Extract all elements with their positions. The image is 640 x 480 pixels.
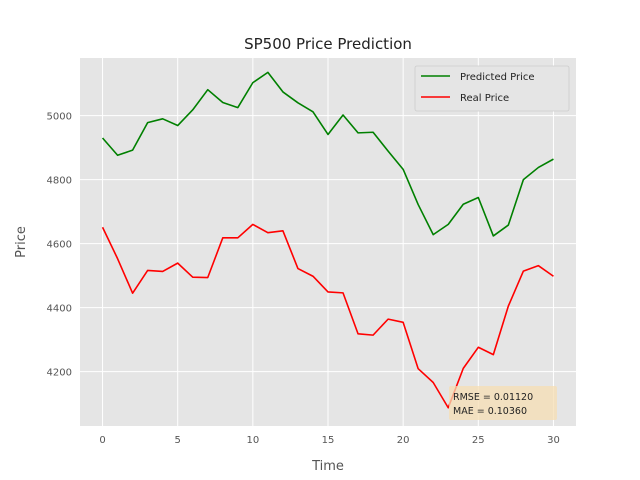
- y-tick-label: 4600: [47, 240, 72, 251]
- series-layer: [101, 71, 554, 409]
- y-tick-label: 5000: [47, 112, 72, 123]
- x-tick-label: 30: [547, 435, 560, 446]
- legend-label-real: Real Price: [460, 93, 509, 104]
- series-line-predicted: [101, 71, 554, 237]
- x-tick-label: 10: [246, 435, 259, 446]
- legend-box: [414, 65, 570, 112]
- chart-title: SP500 Price Prediction: [244, 35, 412, 53]
- y-tick-label: 4200: [47, 368, 72, 379]
- y-tick-label: 4800: [47, 176, 72, 187]
- x-tick-label: 15: [322, 435, 335, 446]
- x-tick-label: 0: [99, 435, 105, 446]
- metrics-annotation-box: [449, 386, 557, 420]
- series-line-real: [101, 223, 554, 409]
- ticks: 0 5 10 15 20 25 30 4200 4400 4600 4800 5000: [47, 112, 560, 446]
- x-axis-label: Time: [311, 459, 344, 474]
- y-axis-label: Price: [14, 226, 29, 258]
- metrics-annotation: RMSE = 0.01120 MAE = 0.10360: [449, 386, 557, 420]
- mae-text: MAE = 0.10360: [453, 406, 527, 417]
- legend: Predicted Price Real Price: [414, 65, 570, 112]
- x-tick-label: 20: [397, 435, 410, 446]
- y-tick-label: 4400: [47, 304, 72, 315]
- legend-label-predicted: Predicted Price: [460, 72, 535, 83]
- x-tick-label: 5: [175, 435, 181, 446]
- rmse-text: RMSE = 0.01120: [453, 392, 533, 403]
- grid: [80, 58, 576, 426]
- x-tick-label: 25: [472, 435, 485, 446]
